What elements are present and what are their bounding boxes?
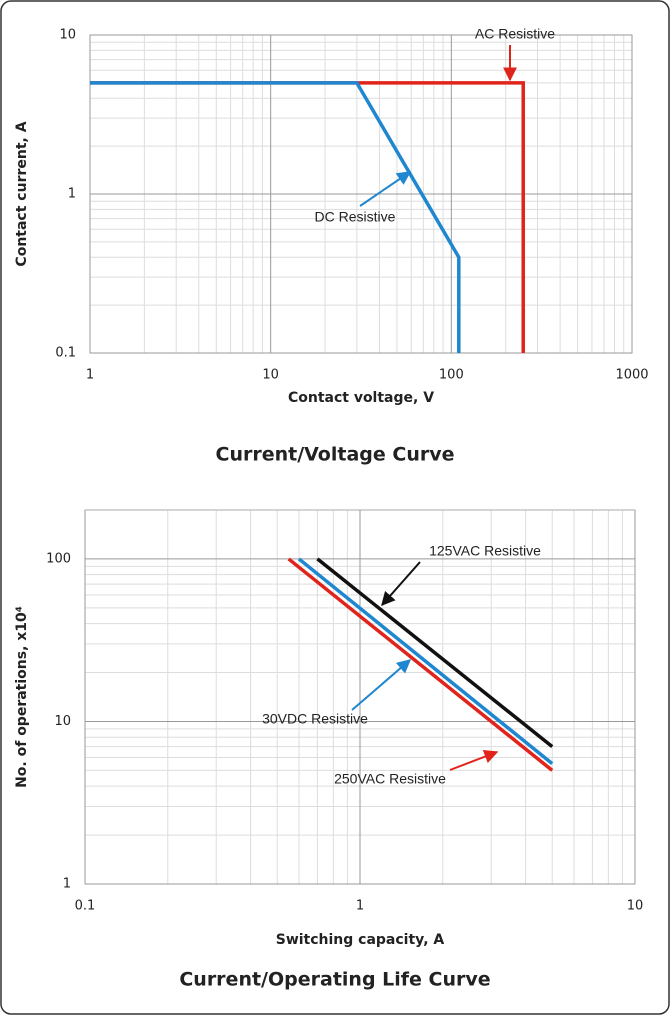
- annotation-arrow: [381, 561, 421, 607]
- annotation: DC Resistive: [315, 209, 396, 225]
- y-axis-label: Contact current, A: [14, 121, 30, 266]
- y-tick-label: 100: [46, 551, 71, 566]
- x-axis-label: Contact voltage, V: [288, 390, 434, 406]
- annotation: 30VDC Resistive: [262, 711, 368, 727]
- y-tick-label: 10: [59, 28, 76, 43]
- series-line: [90, 81, 461, 353]
- y-tick-label: 0.1: [55, 346, 76, 361]
- series-line: [297, 557, 554, 766]
- x-tick-label: 1000: [615, 368, 648, 383]
- x-tick-label: 10: [262, 368, 279, 383]
- x-tick-label: 1: [356, 899, 364, 914]
- annotation-arrow: [359, 171, 412, 207]
- x-tick-label: 0.1: [75, 899, 96, 914]
- annotation: 125VAC Resistive: [429, 543, 541, 559]
- annotation: AC Resistive: [475, 26, 555, 42]
- y-tick-label: 1: [63, 877, 71, 892]
- chart-title: Current/Operating Life Curve: [179, 969, 490, 991]
- x-tick-label: 100: [439, 368, 464, 383]
- chart-title: Current/Voltage Curve: [216, 444, 455, 466]
- annotation: 250VAC Resistive: [334, 771, 446, 787]
- series-line: [316, 557, 554, 749]
- x-tick-label: 10: [627, 899, 644, 914]
- x-tick-label: 1: [86, 368, 94, 383]
- series-line: [287, 557, 554, 772]
- annotation-arrow: [351, 659, 412, 711]
- annotation-arrow: [449, 749, 499, 771]
- y-tick-label: 1: [68, 187, 76, 202]
- y-tick-label: 10: [54, 714, 71, 729]
- y-axis-label: No. of operations, x10⁴: [14, 606, 30, 788]
- x-axis-label: Switching capacity, A: [276, 932, 445, 948]
